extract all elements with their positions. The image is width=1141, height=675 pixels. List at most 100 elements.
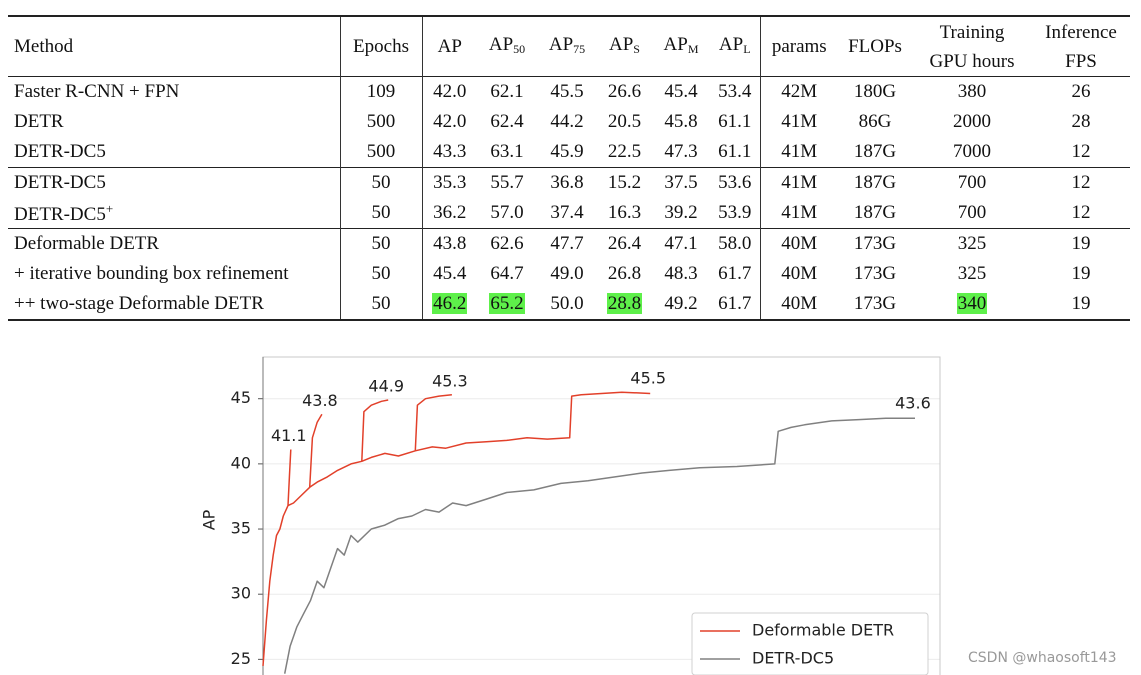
table-cell: 19 bbox=[1032, 259, 1130, 289]
cell-text: 7000 bbox=[953, 141, 991, 162]
table-cell: 62.1 bbox=[477, 77, 537, 108]
cell-text: 43.3 bbox=[433, 141, 467, 162]
cell-text: 22.5 bbox=[607, 141, 642, 162]
cell-text: DETR-DC5 bbox=[14, 141, 106, 162]
y-tick-label: 45 bbox=[231, 388, 251, 407]
table-row: DETR-DC5+ 50 36.2 57.0 37.4 16.3 39.2 53.9 41M 18… bbox=[8, 198, 1130, 229]
cell-text: 500 bbox=[366, 111, 396, 132]
header-line: GPU hours bbox=[929, 50, 1015, 72]
text: FLOPs bbox=[848, 36, 902, 57]
table-cell: 173G bbox=[838, 289, 912, 320]
cell-text: 19 bbox=[1071, 263, 1091, 284]
y-tick-label: 30 bbox=[231, 584, 251, 603]
column-header: Inference FPS bbox=[1032, 16, 1130, 77]
cell-text: 62.4 bbox=[490, 111, 524, 132]
table-cell: 187G bbox=[838, 198, 912, 229]
subscript: 75 bbox=[573, 41, 586, 56]
y-tick-label: 25 bbox=[231, 649, 251, 668]
text: AP bbox=[718, 33, 744, 55]
cell-text: 40M bbox=[781, 233, 818, 254]
cell-text: 37.5 bbox=[664, 172, 698, 193]
table-cell: ++ two-stage Deformable DETR bbox=[8, 289, 341, 320]
table-cell: 47.1 bbox=[652, 229, 710, 260]
table-cell: + iterative bounding box refinement bbox=[8, 259, 341, 289]
text: AP bbox=[609, 33, 634, 55]
table-cell: 61.7 bbox=[710, 259, 761, 289]
table-cell: 55.7 bbox=[477, 168, 537, 199]
table-cell: 46.2 bbox=[422, 289, 477, 320]
table-cell: 500 bbox=[340, 107, 423, 137]
table-cell: 7000 bbox=[912, 137, 1032, 168]
cell-text: Faster R-CNN + FPN bbox=[14, 81, 180, 102]
table-cell: DETR-DC5+ bbox=[8, 198, 341, 229]
table-cell: 700 bbox=[912, 168, 1032, 199]
table-cell: Deformable DETR bbox=[8, 228, 341, 259]
cell-text: 86G bbox=[858, 111, 892, 132]
cell-text: 50 bbox=[371, 293, 391, 314]
cell-text: 61.1 bbox=[718, 141, 752, 162]
cell-text: 35.3 bbox=[433, 172, 467, 193]
column-header: Method bbox=[8, 16, 341, 77]
cell-text: 49.2 bbox=[664, 293, 698, 314]
text: Epochs bbox=[353, 36, 409, 57]
cell-text: 65.2 bbox=[489, 293, 525, 314]
cell-text: 12 bbox=[1071, 172, 1091, 193]
table-cell: 62.6 bbox=[477, 229, 537, 260]
table-cell: 26.4 bbox=[597, 229, 652, 260]
results-table: Method Epochs AP AP50 AP75 APS APM APL params FLO… bbox=[8, 15, 1130, 321]
table-cell: 86G bbox=[838, 107, 912, 137]
table-cell: 53.4 bbox=[710, 76, 761, 107]
series-line bbox=[262, 391, 651, 666]
cell-text: 700 bbox=[957, 172, 987, 193]
table-row: + iterative bounding box refinement 50 45.… bbox=[8, 259, 1130, 289]
cell-text: 47.1 bbox=[664, 233, 698, 254]
table-cell: 36.2 bbox=[422, 198, 477, 229]
cell-text: 173G bbox=[853, 263, 897, 284]
column-header: params bbox=[760, 16, 838, 77]
table-cell: 43.8 bbox=[422, 229, 477, 260]
cell-text: DETR bbox=[14, 111, 64, 132]
table-cell: 49.0 bbox=[537, 259, 597, 289]
table-cell: 2000 bbox=[912, 107, 1032, 137]
cell-text: 36.8 bbox=[550, 172, 584, 193]
text: AP bbox=[437, 36, 462, 57]
column-header: APS bbox=[597, 16, 652, 77]
table-cell: 26 bbox=[1032, 77, 1130, 108]
cell-text: 61.7 bbox=[718, 263, 752, 284]
table-cell: 50.0 bbox=[537, 289, 597, 320]
cell-text: ++ two-stage Deformable DETR bbox=[14, 293, 264, 314]
series-line bbox=[283, 417, 915, 674]
cell-text: 50.0 bbox=[550, 293, 584, 314]
table-cell: 340 bbox=[912, 289, 1032, 320]
header-line: Inference bbox=[1045, 21, 1117, 43]
cell-text: 44.2 bbox=[550, 111, 584, 132]
table-cell: 61.1 bbox=[710, 137, 761, 168]
cell-text: 26.4 bbox=[607, 233, 642, 254]
y-tick-label: 35 bbox=[231, 519, 251, 538]
cell-text: 49.0 bbox=[550, 263, 584, 284]
cell-text: 40M bbox=[781, 263, 818, 284]
subscript: M bbox=[687, 41, 699, 56]
table-cell: 187G bbox=[838, 168, 912, 199]
table-cell: 173G bbox=[838, 229, 912, 260]
cell-text: 53.6 bbox=[718, 172, 752, 193]
table-cell: 48.3 bbox=[652, 259, 710, 289]
table-cell: 50 bbox=[340, 289, 423, 320]
table-cell: 19 bbox=[1032, 229, 1130, 260]
annotation: 43.8 bbox=[302, 391, 338, 410]
table-cell: 26.8 bbox=[597, 259, 652, 289]
table-cell: 45.4 bbox=[422, 259, 477, 289]
cell-text: 47.3 bbox=[664, 141, 698, 162]
legend-label: Deformable DETR bbox=[752, 621, 894, 640]
table-cell: 42.0 bbox=[422, 77, 477, 108]
cell-text: 26 bbox=[1071, 81, 1091, 102]
cell-text: DETR-DC5 bbox=[14, 172, 106, 193]
table-cell: DETR bbox=[8, 107, 341, 137]
table-cell: 35.3 bbox=[422, 168, 477, 199]
cell-text: 62.6 bbox=[490, 233, 524, 254]
table-cell: 180G bbox=[838, 77, 912, 108]
cell-text: 42M bbox=[781, 81, 818, 102]
table-cell: 58.0 bbox=[710, 228, 761, 259]
cell-text: 700 bbox=[957, 202, 987, 223]
watermark: CSDN @whaosoft143 bbox=[968, 650, 1117, 666]
